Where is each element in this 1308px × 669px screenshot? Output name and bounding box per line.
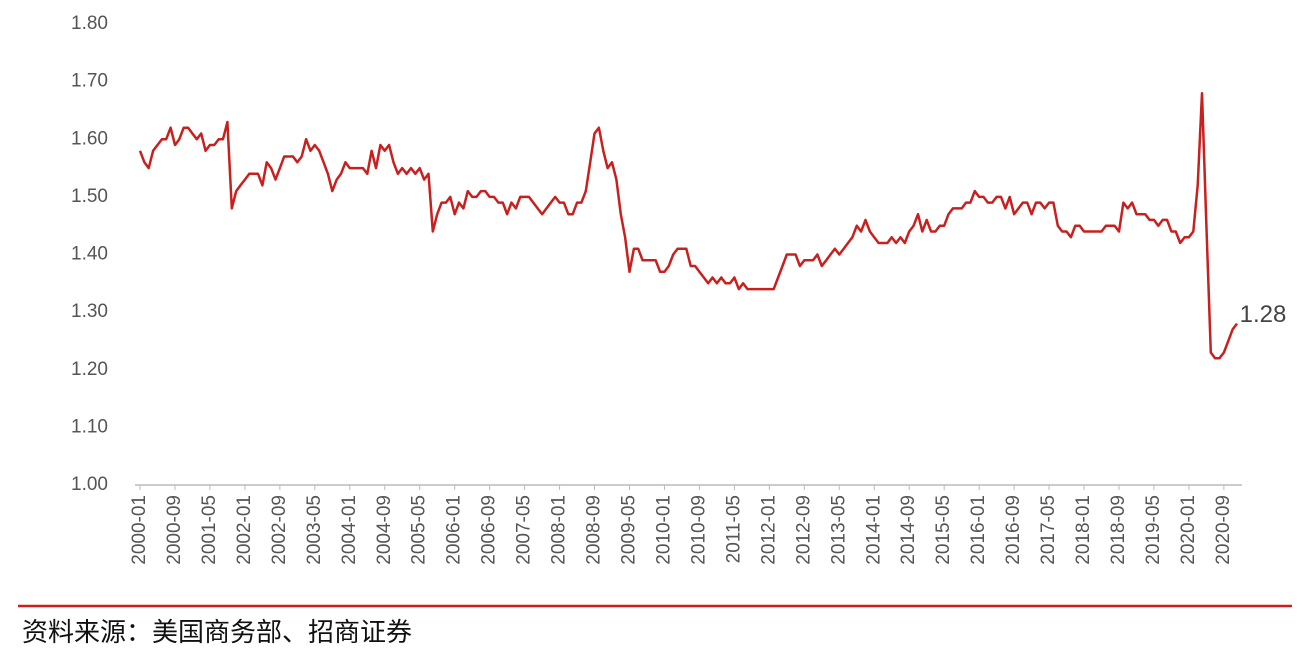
- x-tick-label: 2002-01: [234, 495, 255, 565]
- x-tick-label: 2011-05: [723, 495, 744, 563]
- y-tick-label: 1.10: [71, 416, 108, 437]
- x-tick-label: 2010-09: [688, 495, 709, 565]
- x-tick-label: 2014-01: [863, 495, 884, 565]
- y-tick-label: 1.20: [71, 359, 108, 380]
- x-tick-label: 2003-05: [304, 495, 325, 565]
- x-tick-label: 2018-01: [1073, 495, 1094, 565]
- x-tick-label: 2006-09: [479, 495, 500, 565]
- x-tick-label: 2016-01: [968, 495, 989, 565]
- y-tick-label: 1.30: [71, 301, 108, 322]
- x-tick-label: 2002-09: [269, 495, 290, 565]
- y-tick-label: 1.00: [71, 474, 108, 495]
- x-tick-label: 2008-09: [584, 495, 605, 565]
- y-tick-label: 1.40: [71, 244, 108, 265]
- x-tick-label: 2000-01: [129, 495, 150, 565]
- line-series: [138, 91, 1238, 360]
- x-tick-label: 2004-01: [339, 495, 360, 565]
- x-tick-label: 2020-01: [1178, 495, 1199, 565]
- x-tick-label: 2012-01: [758, 495, 779, 565]
- x-tick-label: 2006-01: [444, 495, 465, 565]
- x-tick-label: 2005-05: [409, 495, 430, 565]
- x-tick-label: 2013-05: [828, 495, 849, 565]
- x-tick-label: 2010-01: [653, 495, 674, 565]
- source: 资料来源：美国商务部、招商证券: [22, 618, 412, 648]
- x-tick-label: 2009-05: [619, 495, 640, 565]
- x-tick-label: 2016-09: [1003, 495, 1024, 565]
- x-tick-label: 2001-05: [199, 495, 220, 565]
- x-tick-label: 2012-09: [793, 495, 814, 565]
- x-tick-label: 2019-05: [1143, 495, 1164, 565]
- y-tick-label: 1.60: [71, 128, 108, 149]
- x-tick-label: 2004-09: [374, 495, 395, 565]
- x-tick-label: 2000-09: [164, 495, 185, 565]
- x-tick-label: 2017-05: [1038, 495, 1059, 565]
- x-tick-label: 2008-01: [549, 495, 570, 565]
- x-tick-label: 2020-09: [1213, 495, 1234, 565]
- y-tick-label: 1.70: [71, 71, 108, 92]
- y-tick-label: 1.50: [71, 186, 108, 207]
- x-tick-label: 2015-05: [933, 495, 954, 565]
- data-label: 1.28: [1240, 301, 1287, 328]
- x-tick-label: 2018-09: [1108, 495, 1129, 565]
- x-tick-label: 2007-05: [514, 495, 535, 565]
- x-tick-label: 2014-09: [898, 495, 919, 565]
- y-tick-label: 1.80: [71, 13, 108, 34]
